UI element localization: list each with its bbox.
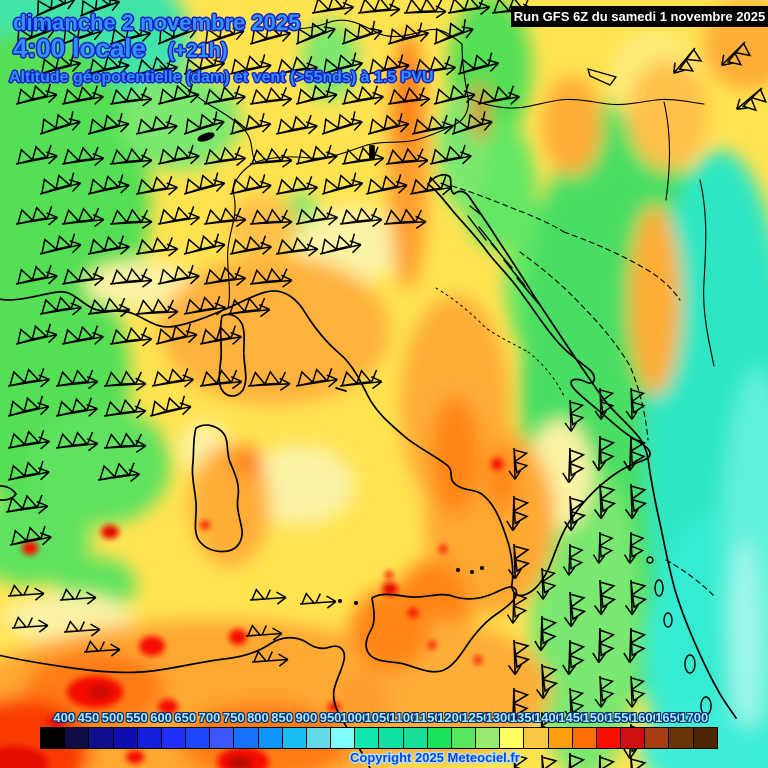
- small-islands: [338, 566, 484, 605]
- colorbar-segment: [234, 728, 259, 748]
- colorbar-tick-label: 400: [53, 710, 76, 725]
- lake-balaton: [587, 68, 617, 86]
- time-label: 4:00 locale (+21h): [13, 33, 227, 64]
- colorbar: [40, 727, 718, 749]
- island-elba: [335, 387, 347, 392]
- coast-adriatic-balkans: [427, 174, 737, 719]
- colorbar-tick-label: 700: [198, 710, 221, 725]
- colorbar-segment: [41, 728, 66, 748]
- colorbar-tick-label: 1200: [437, 710, 467, 725]
- colorbar-segment: [306, 728, 332, 748]
- colorbar-tick-label: 1600: [630, 710, 660, 725]
- colorbar-segment: [113, 728, 138, 748]
- colorbar-segment: [572, 728, 597, 748]
- greek-islands: [646, 556, 712, 716]
- colorbar-tick-label: 600: [150, 710, 172, 725]
- colorbar-tick-label: 1050: [364, 710, 394, 725]
- colorbar-tick-labels: 400 450 500 550 600 650 700 750 800 850 900 950 1000…: [0, 710, 768, 726]
- colorbar-tick-label: 1550: [606, 710, 636, 725]
- colorbar-tick-label: 1500: [582, 710, 612, 725]
- colorbar-segment: [548, 728, 573, 748]
- local-time-label: 4:00 locale: [13, 33, 146, 63]
- colorbar-tick-label: 750: [222, 710, 245, 725]
- island-balearic-edge: [0, 485, 17, 501]
- coast-north-africa: [0, 636, 371, 768]
- lakes: [197, 68, 617, 160]
- lake-geneva: [197, 132, 215, 142]
- colorbar-segment: [476, 728, 501, 748]
- colorbar-tick-label: 500: [101, 710, 124, 725]
- colorbar-segment: [427, 728, 452, 748]
- geopotential-red-cores: [0, 458, 503, 768]
- colorbar-segment: [161, 728, 187, 748]
- colorbar-tick-label: 950: [319, 710, 342, 725]
- colorbar-segment: [210, 728, 235, 748]
- colorbar-segment: [451, 728, 477, 748]
- croatian-islands: [467, 205, 539, 304]
- colorbar-segment: [669, 728, 694, 748]
- forecast-offset-label: (+21h): [167, 40, 228, 62]
- colorbar-tick-label: 650: [174, 710, 197, 725]
- colorbar-tick-label: 850: [271, 710, 293, 725]
- colorbar-segment: [379, 728, 404, 748]
- colorbar-segment: [596, 728, 622, 748]
- colorbar-tick-label: 1450: [558, 710, 588, 725]
- colorbar-tick-label: 1250: [461, 710, 491, 725]
- colorbar-tick-label: 1300: [485, 710, 515, 725]
- colorbar-tick-label: 550: [125, 710, 148, 725]
- colorbar-segment: [355, 728, 380, 748]
- colorbar-tick-label: 1650: [655, 710, 685, 725]
- colorbar-tick-label: 1000: [340, 710, 370, 725]
- colorbar-segment: [524, 728, 549, 748]
- colorbar-tick-label: 450: [77, 710, 100, 725]
- colorbar-tick-label: 1350: [509, 710, 539, 725]
- colorbar-segment: [186, 728, 211, 748]
- colorbar-segment: [403, 728, 428, 748]
- colorbar-segment: [500, 728, 525, 748]
- colorbar-segment: [258, 728, 283, 748]
- colorbar-tick-label: 900: [295, 710, 318, 725]
- colorbar-tick-label: 800: [247, 710, 269, 725]
- colorbar-segment: [621, 728, 646, 748]
- model-run-banner: Run GFS 6Z du samedi 1 novembre 2025: [511, 6, 768, 27]
- colorbar-tick-label: 1100: [389, 710, 418, 725]
- colorbar-segment: [645, 728, 670, 748]
- colorbar-segment: [89, 728, 114, 748]
- colorbar-segment: [693, 728, 717, 748]
- island-corsica: [218, 313, 247, 397]
- chart-subtitle: Altitude géopotentielle (dam) et vent (>…: [9, 69, 434, 86]
- colorbar-tick-label: 1700: [679, 710, 709, 725]
- date-label: dimanche 2 novembre 2025: [13, 10, 301, 35]
- colorbar-segment: [331, 728, 356, 748]
- island-sardinia: [191, 424, 243, 553]
- copyright-label: Copyright 2025 Meteociel.fr: [350, 750, 520, 765]
- colorbar-segment: [137, 728, 162, 748]
- colorbar-tick-label: 1150: [413, 710, 442, 725]
- colorbar-segment: [282, 728, 307, 748]
- colorbar-segment: [65, 728, 90, 748]
- colorbar-tick-label: 1400: [534, 710, 563, 725]
- island-sicily: [365, 586, 518, 673]
